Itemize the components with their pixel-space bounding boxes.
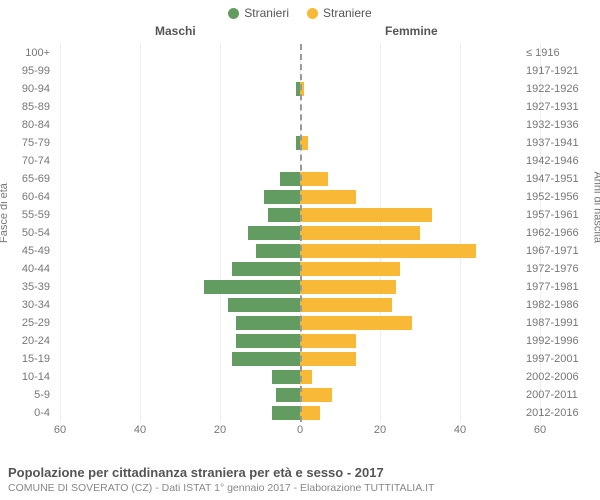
age-label: 90-94 xyxy=(6,83,50,95)
bar-female xyxy=(300,298,392,312)
bar-female xyxy=(300,406,320,420)
year-label: 1997-2001 xyxy=(526,353,596,365)
age-label: 30-34 xyxy=(6,299,50,311)
year-label: 1952-1956 xyxy=(526,191,596,203)
x-tick-label: 0 xyxy=(297,424,303,436)
age-label: 10-14 xyxy=(6,371,50,383)
age-label: 85-89 xyxy=(6,101,50,113)
legend-female-swatch xyxy=(307,8,318,19)
bar-male xyxy=(248,226,300,240)
age-label: 55-59 xyxy=(6,209,50,221)
year-label: 1977-1981 xyxy=(526,281,596,293)
legend-female-label: Straniere xyxy=(323,6,372,20)
center-line xyxy=(300,44,302,422)
bar-male xyxy=(228,298,300,312)
x-tick-label: 40 xyxy=(134,424,146,436)
bar-male xyxy=(280,172,300,186)
age-label: 45-49 xyxy=(6,245,50,257)
year-label: ≤ 1916 xyxy=(526,47,596,59)
x-tick-label: 40 xyxy=(454,424,466,436)
x-tick-label: 20 xyxy=(374,424,386,436)
year-label: 2002-2006 xyxy=(526,371,596,383)
bar-female xyxy=(300,280,396,294)
bar-female xyxy=(300,352,356,366)
year-label: 1922-1926 xyxy=(526,83,596,95)
age-label: 80-84 xyxy=(6,119,50,131)
legend-male-swatch xyxy=(228,8,239,19)
age-label: 15-19 xyxy=(6,353,50,365)
age-label: 100+ xyxy=(6,47,50,59)
bar-female xyxy=(300,208,432,222)
legend-male-label: Stranieri xyxy=(244,6,289,20)
bar-male xyxy=(272,406,300,420)
bar-male xyxy=(264,190,300,204)
bar-male xyxy=(236,316,300,330)
year-label: 2007-2011 xyxy=(526,389,596,401)
year-label: 1937-1941 xyxy=(526,137,596,149)
age-label: 60-64 xyxy=(6,191,50,203)
legend-male: Stranieri xyxy=(228,6,289,20)
year-label: 1927-1931 xyxy=(526,101,596,113)
header-female: Femmine xyxy=(385,24,438,38)
year-label: 1947-1951 xyxy=(526,173,596,185)
age-label: 75-79 xyxy=(6,137,50,149)
year-label: 2012-2016 xyxy=(526,407,596,419)
pyramid-chart: Fasce di età Anni di nascita 02020404060… xyxy=(0,44,600,442)
year-label: 1932-1936 xyxy=(526,119,596,131)
x-axis: 0 20 20 40 40 60 60 xyxy=(0,422,600,440)
age-label: 20-24 xyxy=(6,335,50,347)
header-male: Maschi xyxy=(155,24,196,38)
bar-female xyxy=(300,334,356,348)
legend: Stranieri Straniere xyxy=(0,0,600,24)
bar-female xyxy=(300,316,412,330)
bar-male xyxy=(236,334,300,348)
age-label: 35-39 xyxy=(6,281,50,293)
bar-male xyxy=(268,208,300,222)
year-label: 1987-1991 xyxy=(526,317,596,329)
age-label: 5-9 xyxy=(6,389,50,401)
bar-male xyxy=(204,280,300,294)
bar-female xyxy=(300,244,476,258)
year-label: 1992-1996 xyxy=(526,335,596,347)
column-headers: Maschi Femmine xyxy=(0,24,600,40)
age-label: 70-74 xyxy=(6,155,50,167)
bar-male xyxy=(256,244,300,258)
bar-male xyxy=(272,370,300,384)
bar-male xyxy=(232,262,300,276)
age-label: 40-44 xyxy=(6,263,50,275)
year-label: 1972-1976 xyxy=(526,263,596,275)
x-tick-label: 60 xyxy=(54,424,66,436)
chart-subtitle: COMUNE DI SOVERATO (CZ) - Dati ISTAT 1° … xyxy=(8,482,592,494)
age-label: 50-54 xyxy=(6,227,50,239)
bar-female xyxy=(300,226,420,240)
age-label: 65-69 xyxy=(6,173,50,185)
year-label: 1962-1966 xyxy=(526,227,596,239)
chart-title: Popolazione per cittadinanza straniera p… xyxy=(8,465,592,480)
x-tick-label: 20 xyxy=(214,424,226,436)
bar-female xyxy=(300,190,356,204)
x-tick-label: 60 xyxy=(534,424,546,436)
age-label: 25-29 xyxy=(6,317,50,329)
year-label: 1967-1971 xyxy=(526,245,596,257)
year-label: 1942-1946 xyxy=(526,155,596,167)
bar-female xyxy=(300,262,400,276)
legend-female: Straniere xyxy=(307,6,372,20)
age-label: 0-4 xyxy=(6,407,50,419)
bar-female xyxy=(300,172,328,186)
year-label: 1917-1921 xyxy=(526,65,596,77)
chart-footer: Popolazione per cittadinanza straniera p… xyxy=(8,465,592,494)
bar-female xyxy=(300,388,332,402)
bar-male xyxy=(232,352,300,366)
age-label: 95-99 xyxy=(6,65,50,77)
year-label: 1982-1986 xyxy=(526,299,596,311)
bar-male xyxy=(276,388,300,402)
year-label: 1957-1961 xyxy=(526,209,596,221)
